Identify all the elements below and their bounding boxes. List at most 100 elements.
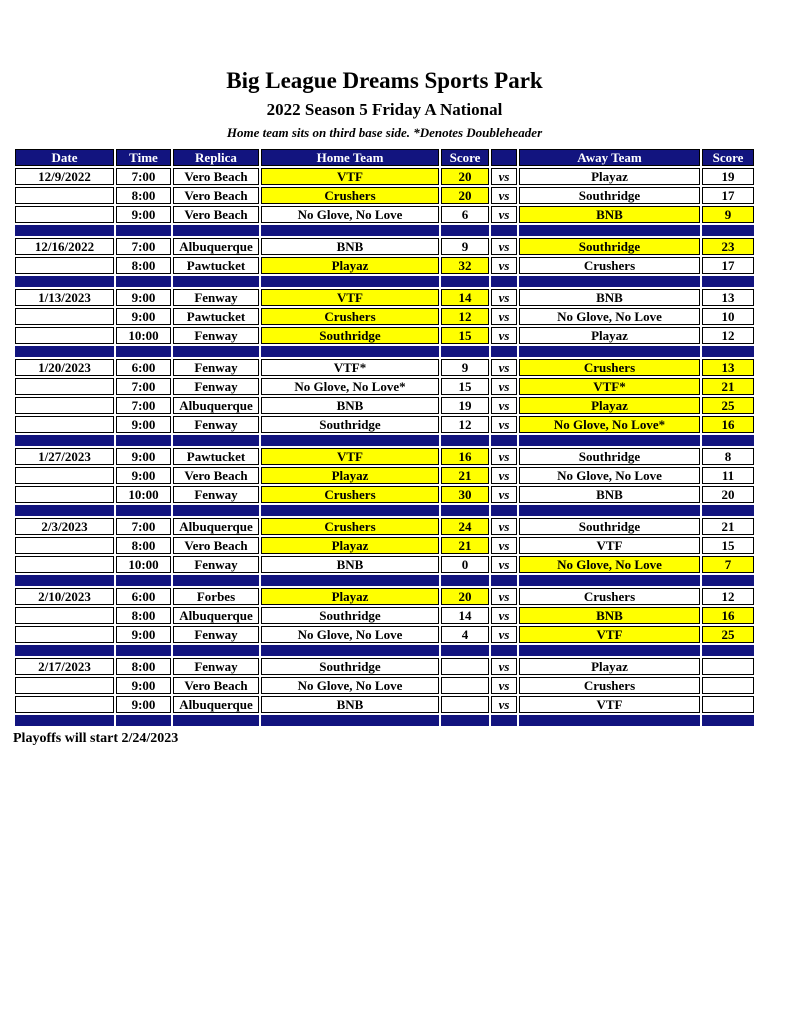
- column-header-home-team: Home Team: [261, 149, 439, 166]
- time-cell: 9:00: [116, 467, 171, 484]
- vs-cell: vs: [491, 537, 517, 554]
- vs-cell: vs: [491, 308, 517, 325]
- section-separator-row: [15, 575, 754, 586]
- home-team-cell: Crushers: [261, 187, 439, 204]
- separator-cell: [173, 225, 259, 236]
- home-team-cell: Southridge: [261, 416, 439, 433]
- home-score-cell: 6: [441, 206, 489, 223]
- separator-cell: [116, 715, 171, 726]
- away-score-cell: 20: [702, 486, 754, 503]
- game-row: 10:00 Fenway Southridge 15 vs Playaz 12: [15, 327, 754, 344]
- home-score-cell: 12: [441, 308, 489, 325]
- away-score-cell: 17: [702, 257, 754, 274]
- column-header-away-team: Away Team: [519, 149, 700, 166]
- home-score-cell: 20: [441, 168, 489, 185]
- game-row: 1/27/2023 9:00 Pawtucket VTF 16 vs Southridge 8: [15, 448, 754, 465]
- vs-cell: vs: [491, 486, 517, 503]
- time-cell: 9:00: [116, 696, 171, 713]
- vs-cell: vs: [491, 327, 517, 344]
- away-team-cell: Southridge: [519, 238, 700, 255]
- separator-cell: [15, 346, 114, 357]
- replica-cell: Pawtucket: [173, 308, 259, 325]
- section-separator-row: [15, 346, 754, 357]
- section-separator-row: [15, 225, 754, 236]
- column-header-score: Score: [441, 149, 489, 166]
- away-score-cell: 9: [702, 206, 754, 223]
- away-team-cell: Crushers: [519, 677, 700, 694]
- home-score-cell: 30: [441, 486, 489, 503]
- date-cell: [15, 467, 114, 484]
- home-score-cell: 21: [441, 467, 489, 484]
- schedule-table-body: Date Time Replica Home Team Score Away Team Sc…: [15, 149, 754, 726]
- column-header-date: Date: [15, 149, 114, 166]
- game-row: 9:00 Fenway No Glove, No Love 4 vs VTF 25: [15, 626, 754, 643]
- time-cell: 9:00: [116, 626, 171, 643]
- away-team-cell: No Glove, No Love: [519, 467, 700, 484]
- separator-cell: [491, 645, 517, 656]
- away-score-cell: 21: [702, 518, 754, 535]
- home-team-cell: VTF: [261, 448, 439, 465]
- time-cell: 9:00: [116, 416, 171, 433]
- separator-cell: [702, 645, 754, 656]
- away-team-cell: No Glove, No Love: [519, 308, 700, 325]
- time-cell: 6:00: [116, 359, 171, 376]
- away-score-cell: 10: [702, 308, 754, 325]
- home-score-cell: 14: [441, 289, 489, 306]
- separator-cell: [173, 505, 259, 516]
- away-team-cell: Southridge: [519, 518, 700, 535]
- game-row: 12/16/2022 7:00 Albuquerque BNB 9 vs Southridg…: [15, 238, 754, 255]
- date-cell: [15, 206, 114, 223]
- vs-cell: vs: [491, 187, 517, 204]
- season-subtitle: 2022 Season 5 Friday A National: [266, 100, 503, 119]
- date-cell: [15, 607, 114, 624]
- replica-cell: Pawtucket: [173, 448, 259, 465]
- vs-cell: vs: [491, 556, 517, 573]
- away-team-cell: VTF: [519, 626, 700, 643]
- replica-cell: Vero Beach: [173, 187, 259, 204]
- separator-cell: [116, 505, 171, 516]
- away-team-cell: Playaz: [519, 658, 700, 675]
- separator-cell: [491, 346, 517, 357]
- away-score-cell: 11: [702, 467, 754, 484]
- game-row: 1/13/2023 9:00 Fenway VTF 14 vs BNB 13: [15, 289, 754, 306]
- game-row: 7:00 Albuquerque BNB 19 vs Playaz 25: [15, 397, 754, 414]
- page-header: Big League Dreams Sports Park 2022 Seaso…: [13, 66, 756, 141]
- home-team-cell: No Glove, No Love*: [261, 378, 439, 395]
- separator-cell: [173, 435, 259, 446]
- header-row: Date Time Replica Home Team Score Away Team Sc…: [15, 149, 754, 166]
- separator-cell: [173, 645, 259, 656]
- rules-note: Home team sits on third base side. *Deno…: [226, 125, 543, 140]
- separator-cell: [261, 346, 439, 357]
- separator-cell: [15, 276, 114, 287]
- section-separator-row: [15, 276, 754, 287]
- away-score-cell: 8: [702, 448, 754, 465]
- vs-cell: vs: [491, 607, 517, 624]
- replica-cell: Vero Beach: [173, 168, 259, 185]
- date-cell: [15, 537, 114, 554]
- date-cell: [15, 308, 114, 325]
- time-cell: 8:00: [116, 537, 171, 554]
- section-separator-row: [15, 715, 754, 726]
- replica-cell: Vero Beach: [173, 206, 259, 223]
- date-cell: 2/10/2023: [15, 588, 114, 605]
- home-score-cell: 15: [441, 327, 489, 344]
- separator-cell: [15, 645, 114, 656]
- replica-cell: Fenway: [173, 556, 259, 573]
- home-team-cell: VTF: [261, 168, 439, 185]
- separator-cell: [702, 225, 754, 236]
- date-cell: [15, 327, 114, 344]
- date-cell: [15, 677, 114, 694]
- date-cell: 2/17/2023: [15, 658, 114, 675]
- separator-cell: [15, 225, 114, 236]
- home-team-cell: BNB: [261, 696, 439, 713]
- separator-cell: [441, 575, 489, 586]
- home-team-cell: No Glove, No Love: [261, 626, 439, 643]
- game-row: 7:00 Fenway No Glove, No Love* 15 vs VTF* 21: [15, 378, 754, 395]
- date-cell: [15, 187, 114, 204]
- playoffs-note: Playoffs will start 2/24/2023: [13, 731, 179, 746]
- separator-cell: [116, 435, 171, 446]
- column-header-score: Score: [702, 149, 754, 166]
- separator-cell: [116, 225, 171, 236]
- replica-cell: Albuquerque: [173, 238, 259, 255]
- separator-cell: [15, 575, 114, 586]
